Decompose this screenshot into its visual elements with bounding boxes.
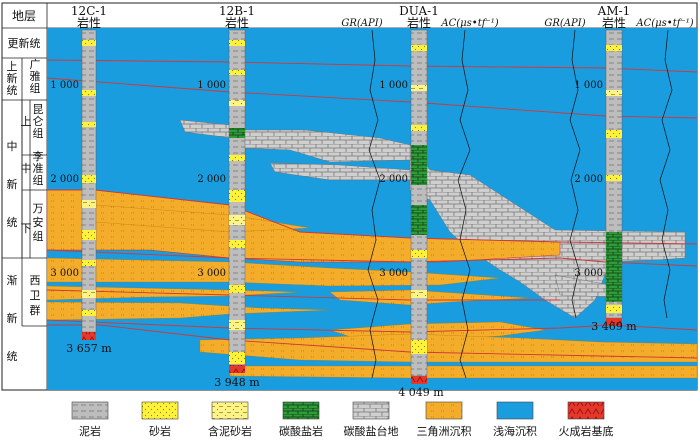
svg-text:统: 统 — [7, 350, 18, 363]
depth-label: 2 000 — [197, 174, 226, 185]
total-depths: 3 657 m 3 948 m 4 049 m 3 469 m — [66, 320, 637, 399]
depth-label: 1 000 — [50, 80, 79, 91]
svg-text:渐: 渐 — [7, 273, 18, 287]
svg-text:新: 新 — [7, 177, 18, 191]
legend-swatch-carbonate — [282, 401, 320, 420]
svg-text:中: 中 — [21, 162, 32, 175]
am-1-gr-curve — [569, 29, 581, 319]
depth-label: 3 000 — [379, 268, 408, 279]
legend-swatch-platform — [352, 401, 390, 420]
cross-section — [46, 28, 698, 390]
svg-text:群: 群 — [30, 303, 41, 317]
td-label: 3 948 m — [214, 376, 260, 389]
svg-text:组: 组 — [33, 173, 44, 187]
svg-text:万: 万 — [33, 202, 44, 215]
depth-label: 2 000 — [50, 174, 79, 185]
svg-text:新: 新 — [7, 311, 18, 325]
depth-label: 1 000 — [574, 80, 603, 91]
svg-text:组: 组 — [30, 81, 41, 95]
carbonate-platform — [409, 144, 686, 319]
well-12b-1 — [228, 29, 246, 373]
svg-text:统: 统 — [7, 216, 18, 229]
well-name: AM-1 — [597, 4, 631, 18]
legend-label: 三角洲沉积 — [417, 425, 472, 438]
litho-label: 岩性 — [602, 15, 626, 30]
depth-label: 1 000 — [379, 80, 408, 91]
legend-label: 浅海沉积 — [493, 424, 537, 438]
svg-text:昆: 昆 — [33, 103, 44, 116]
legend-swatch-sandstone — [141, 401, 179, 420]
depth-label: 3 000 — [50, 268, 79, 279]
am-1-ac-curve — [659, 29, 673, 319]
svg-text:新: 新 — [7, 71, 18, 85]
depth-label: 3 000 — [574, 268, 603, 279]
svg-text:李: 李 — [33, 149, 44, 163]
legend-swatch-delta — [425, 401, 463, 420]
svg-text:准: 准 — [33, 162, 44, 175]
strata-header: 地层 — [12, 9, 36, 23]
depth-label: 1 000 — [197, 80, 226, 91]
litho-label: 岩性 — [77, 15, 101, 30]
td-label: 3 657 m — [66, 342, 112, 355]
legend: 泥岩 砂岩 含泥砂岩 碳酸盐岩 碳酸盐台地 三角洲沉积 浅海沉积 火成岩基底 — [71, 401, 614, 438]
td-label: 3 469 m — [591, 320, 637, 333]
legend-label: 泥岩 — [79, 424, 101, 438]
legend-label: 砂岩 — [149, 424, 171, 438]
td-label: 4 049 m — [398, 386, 444, 399]
header: 地层 12C-1 岩性 12B-1 岩性 DUA-1 岩性 GR(API) AC… — [12, 4, 694, 30]
svg-text:下: 下 — [21, 222, 32, 235]
well-name: 12C-1 — [71, 4, 107, 18]
svg-text:统: 统 — [7, 84, 18, 97]
svg-text:雅: 雅 — [30, 69, 41, 83]
gr-label: GR(API) — [341, 18, 382, 29]
svg-text:上: 上 — [21, 115, 32, 128]
holocene-label: 更新统 — [8, 36, 41, 50]
svg-text:卫: 卫 — [30, 289, 41, 302]
legend-swatch-mudstone — [71, 401, 109, 420]
log-curves — [367, 29, 673, 379]
depth-label: 3 000 — [197, 268, 226, 279]
legend-swatch-shallow-marine — [496, 401, 534, 420]
dua-1-gr-curve — [367, 29, 381, 379]
svg-text:仑: 仑 — [33, 114, 44, 128]
legend-label: 火成岩基底 — [559, 424, 614, 438]
depth-label: 2 000 — [574, 174, 603, 185]
svg-text:组: 组 — [33, 126, 44, 140]
strata-labels: 更新统 上 新 统 广 雅 组 上 昆 仑 组 中 中 新 统 李 准 组 下 … — [7, 36, 44, 363]
svg-text:广: 广 — [30, 58, 41, 71]
svg-text:安: 安 — [33, 215, 44, 229]
svg-text:西: 西 — [30, 274, 41, 287]
legend-swatch-muddy-sandstone — [211, 401, 249, 420]
well-12c-1 — [81, 29, 97, 340]
dua-1-ac-curve — [457, 29, 471, 379]
well-dua-1 — [410, 29, 428, 384]
depth-marks: 1 000 2 000 3 000 1 000 2 000 3 000 1 00… — [50, 80, 603, 279]
gr-label: GR(API) — [544, 18, 585, 29]
svg-text:上: 上 — [7, 60, 18, 73]
litho-label: 岩性 — [225, 15, 249, 30]
litho-label: 岩性 — [407, 15, 431, 30]
ac-label: AC(μs•tf⁻¹) — [635, 18, 693, 29]
svg-text:中: 中 — [7, 140, 18, 153]
svg-text:组: 组 — [33, 229, 44, 243]
well-name: 12B-1 — [219, 4, 255, 18]
legend-label: 碳酸盐台地 — [344, 424, 399, 438]
depth-label: 2 000 — [379, 174, 408, 185]
well-name: DUA-1 — [399, 4, 439, 18]
well-am-1 — [605, 29, 623, 325]
legend-swatch-igneous — [567, 401, 605, 420]
legend-label: 含泥砂岩 — [208, 424, 252, 438]
legend-label: 碳酸盐岩 — [279, 424, 323, 438]
ac-label: AC(μs•tf⁻¹) — [440, 18, 498, 29]
